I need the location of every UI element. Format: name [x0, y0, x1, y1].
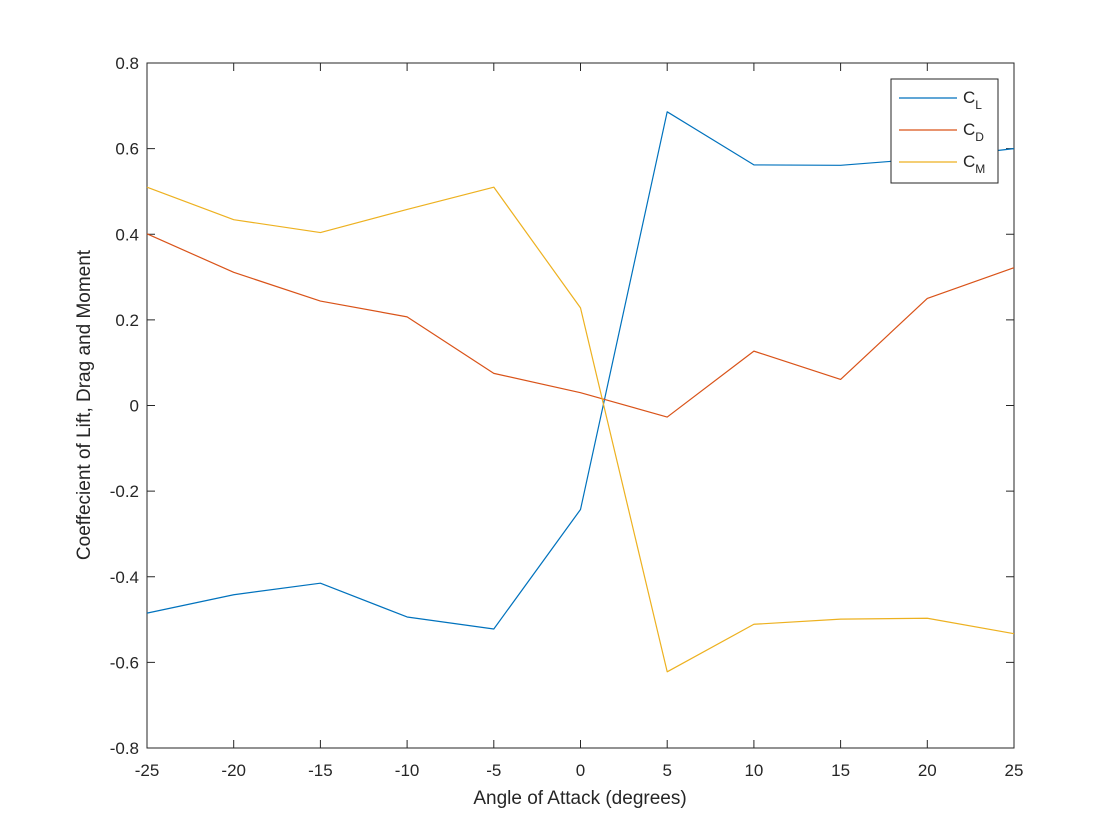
legend-label-m: CM [963, 152, 985, 176]
x-axis-ticks: -25 -20 -15 -10 -5 0 5 10 15 20 25 [135, 63, 1024, 780]
axes-box [146, 62, 1015, 749]
plot-area: -25 -20 -15 -10 -5 0 5 10 15 20 25 -0.8-0.6-0.4-0.… [110, 54, 1024, 780]
x-tick-label: 0 [576, 761, 585, 780]
series-line-m [146, 186, 1015, 673]
x-tick-label: -20 [221, 761, 246, 780]
y-tick-label: -0.8 [110, 739, 139, 758]
y-axis-ticks: -0.8 -0.6 -0.4 -0.2 0 0.2 0.4 0.6 0.8 [110, 54, 1014, 758]
legend-box [890, 78, 999, 184]
x-tick-label: 15 [831, 761, 850, 780]
legend-label-d: CD [963, 120, 984, 144]
x-tick-label: -25 [135, 761, 160, 780]
y-axis-label: Coeffecient of Lift, Drag and Moment [74, 249, 95, 560]
legend-label-l: CL [963, 88, 982, 112]
x-tick-label: 10 [744, 761, 763, 780]
legend: CL CD CM [890, 78, 999, 184]
y-tick-label: -0.2 [110, 482, 139, 501]
series-lines [146, 111, 1015, 673]
y-tick-label: 0 [130, 397, 139, 416]
y-tick-label: 0.4 [115, 225, 139, 244]
y-tick-label: 0.6 [115, 140, 139, 159]
y-tick-label: -0.6 [110, 653, 139, 672]
x-tick-label: 25 [1005, 761, 1024, 780]
series-line-l [146, 111, 1015, 630]
x-tick-label: 20 [918, 761, 937, 780]
y-tick-label: -0.4 [110, 568, 139, 587]
y-tick-label: 0.8 [115, 54, 139, 73]
x-tick-label: -5 [486, 761, 501, 780]
x-tick-label: -10 [395, 761, 420, 780]
x-tick-label: 5 [662, 761, 671, 780]
x-tick-label: -15 [308, 761, 333, 780]
x-axis-label: Angle of Attack (degrees) [473, 788, 686, 809]
y-tick-label: 0.2 [115, 311, 139, 330]
series-line-d [146, 233, 1015, 418]
